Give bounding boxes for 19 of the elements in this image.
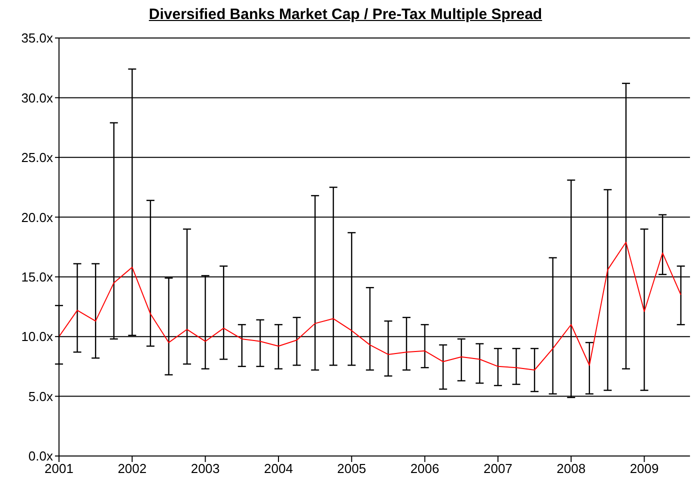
x-tick-label: 2009 [630,461,659,476]
y-tick-label: 35.0x [21,30,54,46]
y-tick-label: 30.0x [21,90,54,106]
y-tick-label: 15.0x [21,269,54,284]
x-tick-label: 2004 [264,461,293,476]
x-tick-label: 2008 [556,461,586,476]
x-tick-label: 2002 [118,461,147,476]
chart-title: Diversified Banks Market Cap / Pre-Tax Multiple Spread [148,6,544,23]
x-tick-label: 2001 [44,461,74,476]
x-tick-label: 2005 [337,461,366,476]
line-series [59,242,682,371]
y-tick-label: 25.0x [21,150,54,166]
x-tick-label: 2006 [410,461,440,476]
y-tick-label: 20.0x [21,210,54,225]
x-tick-label: 2007 [483,461,512,476]
y-tick-label: 0.0x [28,448,54,464]
x-tick-label: 2003 [190,461,220,476]
y-tick-label: 5.0x [28,388,54,404]
y-tick-label: 10.0x [21,329,54,344]
